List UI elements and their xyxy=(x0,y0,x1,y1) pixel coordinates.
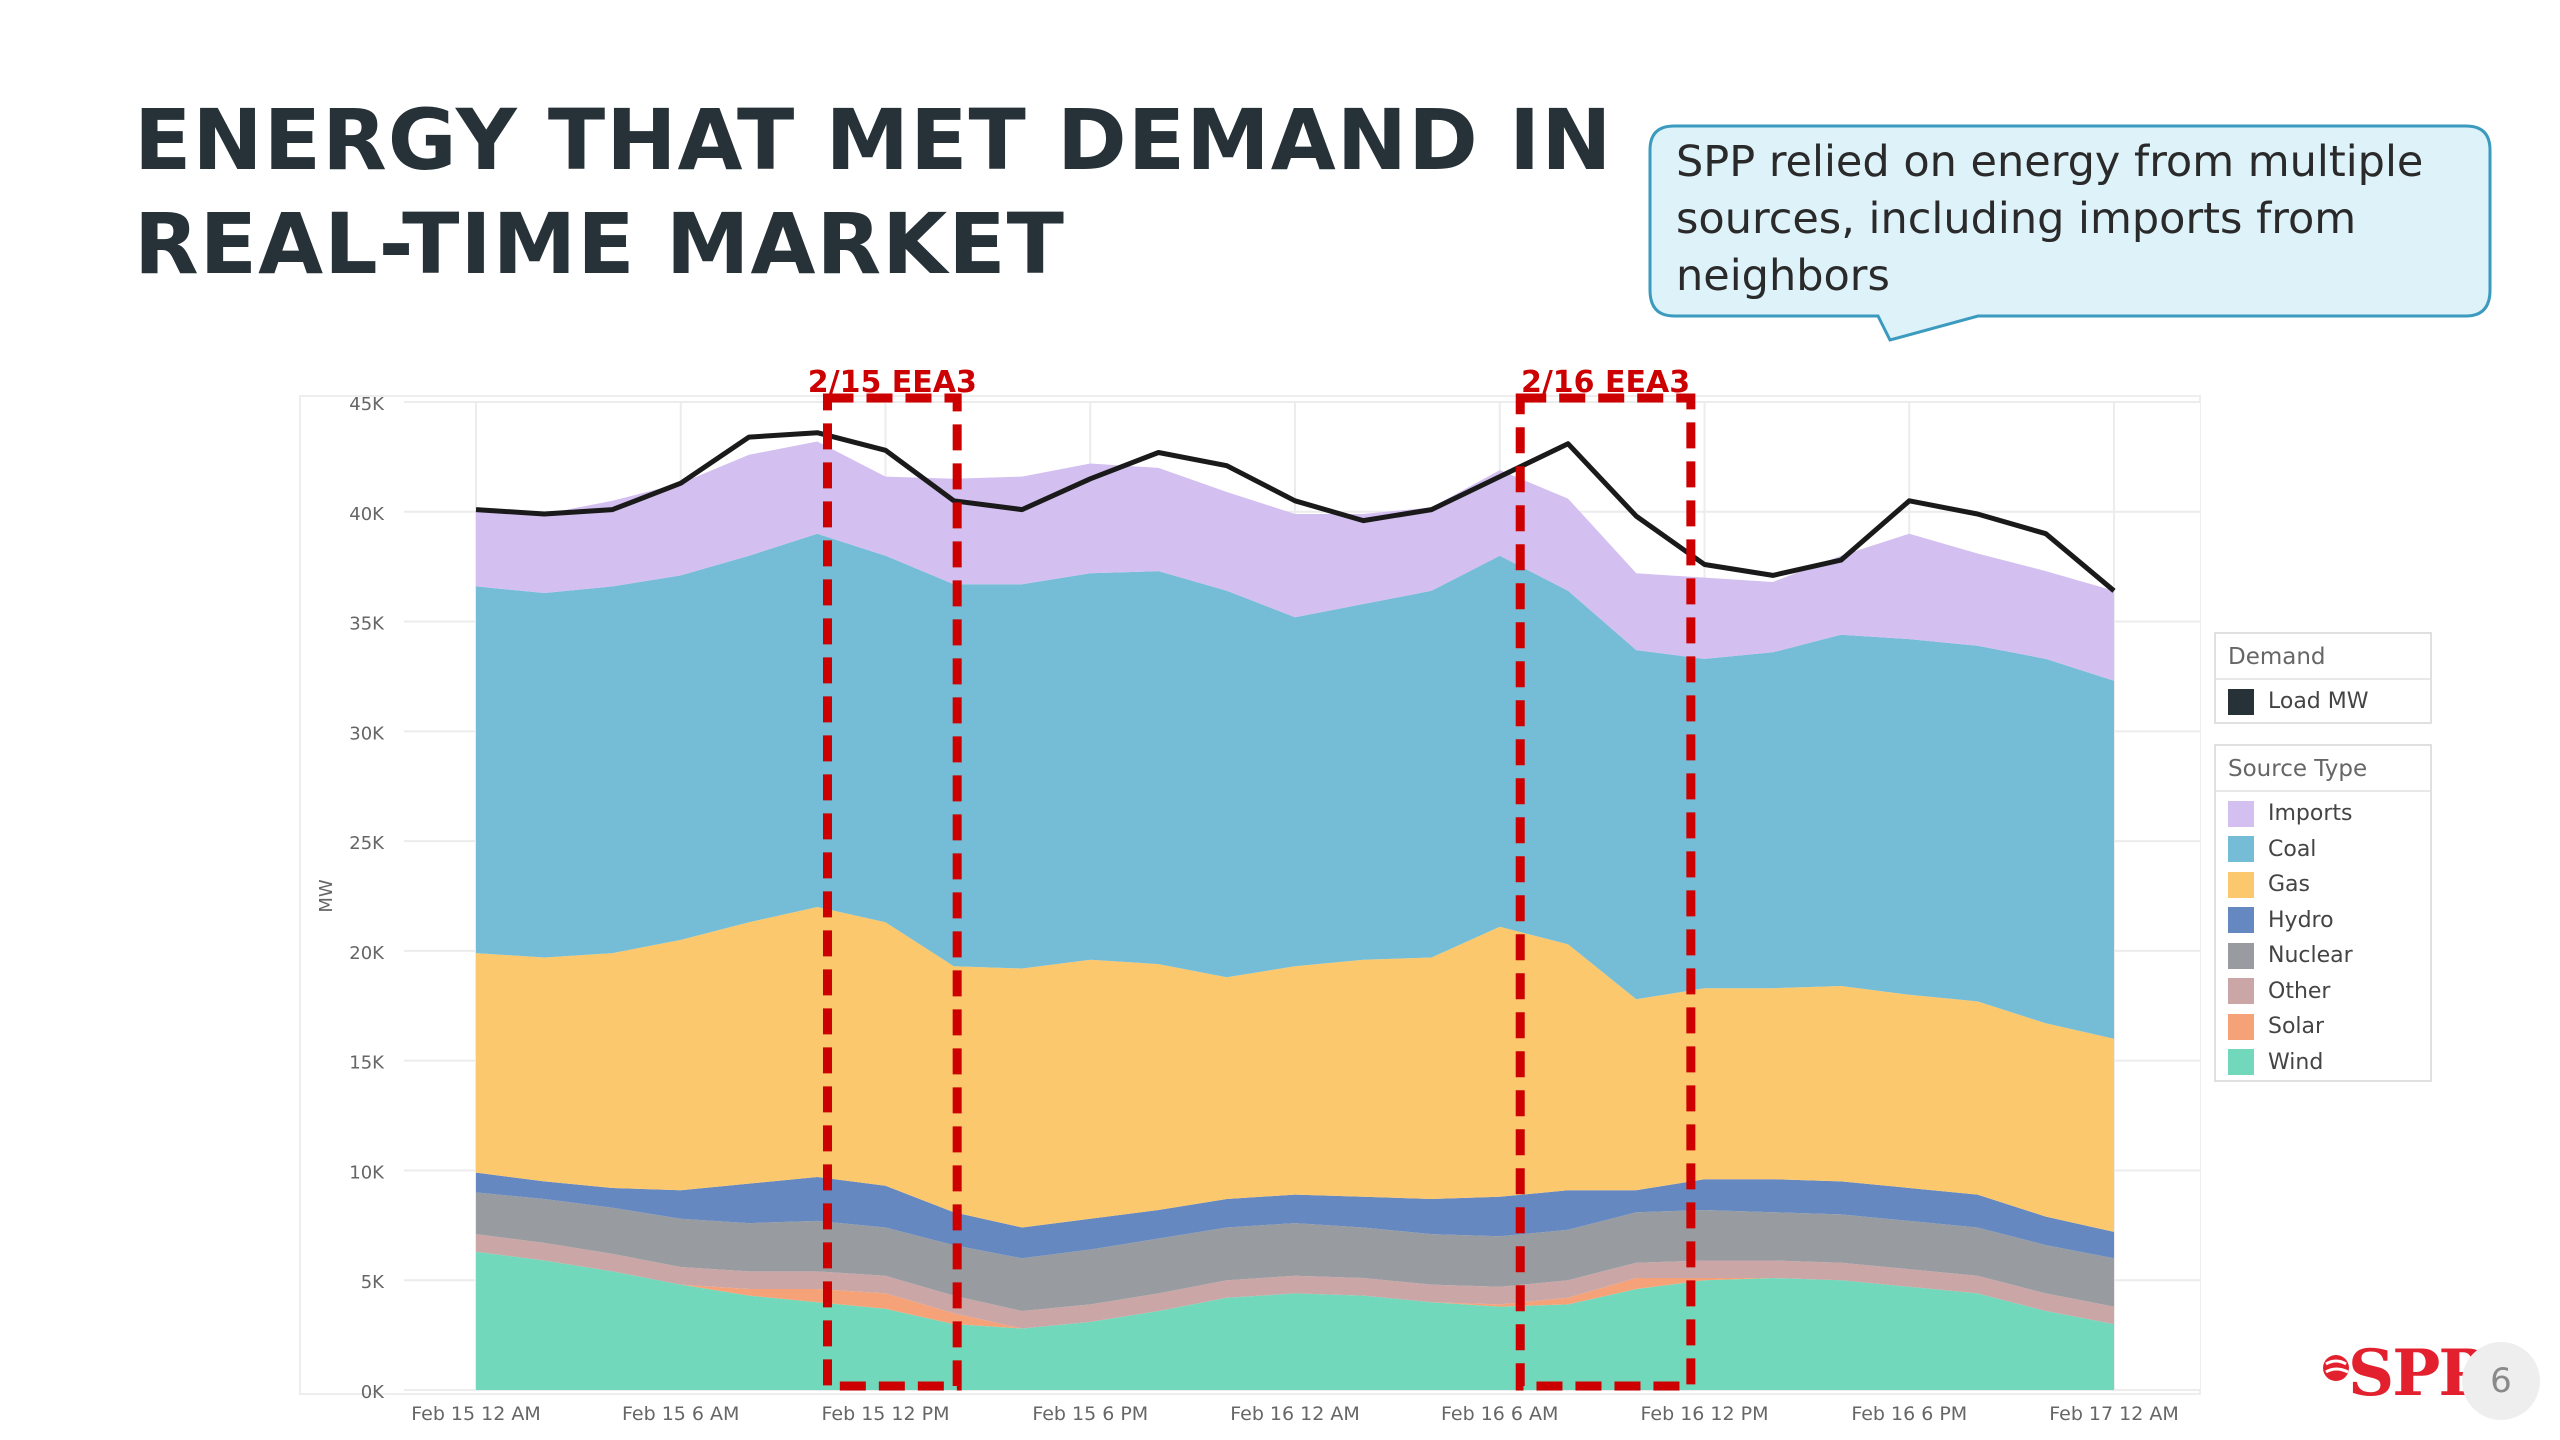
slide-title: ENERGY THAT MET DEMAND IN REAL-TIME MARK… xyxy=(134,88,1634,296)
legend-label-nuclear: Nuclear xyxy=(2268,943,2353,969)
y-tick-label: 15K xyxy=(349,1053,385,1074)
legend-swatch-wind xyxy=(2228,1049,2254,1076)
y-tick-label: 25K xyxy=(349,833,385,854)
legend-item-hydro[interactable]: Hydro xyxy=(2216,903,2430,939)
legend-label-imports: Imports xyxy=(2268,801,2353,827)
legend-source-type: Source Type Imports Coal Gas Hydro Nuclear Ot… xyxy=(2214,744,2432,1082)
callout-shape xyxy=(1648,124,2492,342)
legend-label-solar: Solar xyxy=(2268,1014,2325,1040)
legend-item-other[interactable]: Other xyxy=(2216,974,2430,1010)
x-tick-label: Feb 16 6 PM xyxy=(1851,1403,1967,1425)
y-tick-label: 20K xyxy=(349,943,385,964)
area-gas xyxy=(476,907,2114,1232)
legend-item-solar[interactable]: Solar xyxy=(2216,1009,2430,1045)
legend-label-load: Load MW xyxy=(2268,689,2369,715)
legend-divider xyxy=(2216,678,2430,680)
area-wind xyxy=(476,1251,2114,1390)
y-tick-label: 5K xyxy=(361,1272,385,1293)
legend-item-wind[interactable]: Wind xyxy=(2216,1045,2430,1081)
legend-label-coal: Coal xyxy=(2268,836,2317,862)
legend-divider xyxy=(2216,790,2430,792)
page-number: 6 xyxy=(2462,1342,2540,1420)
legend-swatch-solar xyxy=(2228,1013,2254,1040)
legend-source-items: Imports Coal Gas Hydro Nuclear Other Solar Wind xyxy=(2216,796,2430,1080)
legend-demand-title: Demand xyxy=(2228,644,2326,670)
y-tick-label: 10K xyxy=(349,1162,385,1183)
eea-label-2: 2/16 EEA3 xyxy=(1521,365,1690,400)
legend-label-gas: Gas xyxy=(2268,872,2310,898)
y-axis-label: MW xyxy=(316,879,337,913)
legend-label-wind: Wind xyxy=(2268,1049,2324,1075)
eea-label-1: 2/15 EEA3 xyxy=(808,365,977,400)
slide-title-line-2: REAL-TIME MARKET xyxy=(134,195,1065,293)
area-imports xyxy=(476,441,2114,681)
legend-item-imports[interactable]: Imports xyxy=(2216,796,2430,832)
area-solar xyxy=(476,1251,2114,1329)
x-tick-label: Feb 17 12 AM xyxy=(2049,1403,2179,1425)
legend-swatch-coal xyxy=(2228,836,2254,863)
legend-swatch-other xyxy=(2228,978,2254,1005)
spp-logo: SPP xyxy=(2318,1336,2486,1411)
eea-box-2 xyxy=(1515,393,1696,1391)
legend-label-other: Other xyxy=(2268,978,2331,1004)
area-other xyxy=(476,1234,2114,1329)
x-tick-label: Feb 15 6 AM xyxy=(622,1403,739,1425)
area-nuclear xyxy=(476,1192,2114,1311)
x-tick-label: Feb 15 12 PM xyxy=(822,1403,950,1425)
area-hydro xyxy=(476,1172,2114,1259)
callout-text: SPP relied on energy from multiple sourc… xyxy=(1676,137,2424,301)
x-tick-label: Feb 15 6 PM xyxy=(1032,1403,1148,1425)
y-tick-label: 40K xyxy=(349,504,385,525)
legend-demand: Demand Load MW xyxy=(2214,632,2432,724)
y-tick-label: 45K xyxy=(349,394,385,415)
legend-item-gas[interactable]: Gas xyxy=(2216,867,2430,903)
eea-box-1 xyxy=(822,393,962,1391)
legend-item-load[interactable]: Load MW xyxy=(2216,684,2430,720)
x-tick-label: Feb 16 12 PM xyxy=(1641,1403,1769,1425)
legend-item-nuclear[interactable]: Nuclear xyxy=(2216,938,2430,974)
y-tick-label: 0K xyxy=(361,1382,385,1403)
spp-logo-mark-icon xyxy=(2323,1355,2349,1381)
load-line xyxy=(475,430,2116,593)
y-tick-label: 35K xyxy=(349,614,385,635)
legend-swatch-hydro xyxy=(2228,907,2254,934)
legend-swatch-imports xyxy=(2228,800,2254,827)
legend-label-hydro: Hydro xyxy=(2268,907,2334,933)
legend-swatch-nuclear xyxy=(2228,942,2254,969)
slide-title-line-1: ENERGY THAT MET DEMAND IN xyxy=(134,91,1613,189)
y-tick-label: 30K xyxy=(349,723,385,744)
x-tick-label: Feb 16 12 AM xyxy=(1230,1403,1360,1425)
legend-item-coal[interactable]: Coal xyxy=(2216,832,2430,868)
legend-swatch-gas xyxy=(2228,871,2254,898)
legend-source-title: Source Type xyxy=(2228,756,2368,782)
area-coal xyxy=(476,533,2114,1039)
x-tick-label: Feb 15 12 AM xyxy=(411,1403,541,1425)
callout-bubble: SPP relied on energy from multiple sourc… xyxy=(1648,124,2492,342)
x-tick-label: Feb 16 6 AM xyxy=(1441,1403,1558,1425)
legend-swatch-load xyxy=(2228,688,2254,715)
